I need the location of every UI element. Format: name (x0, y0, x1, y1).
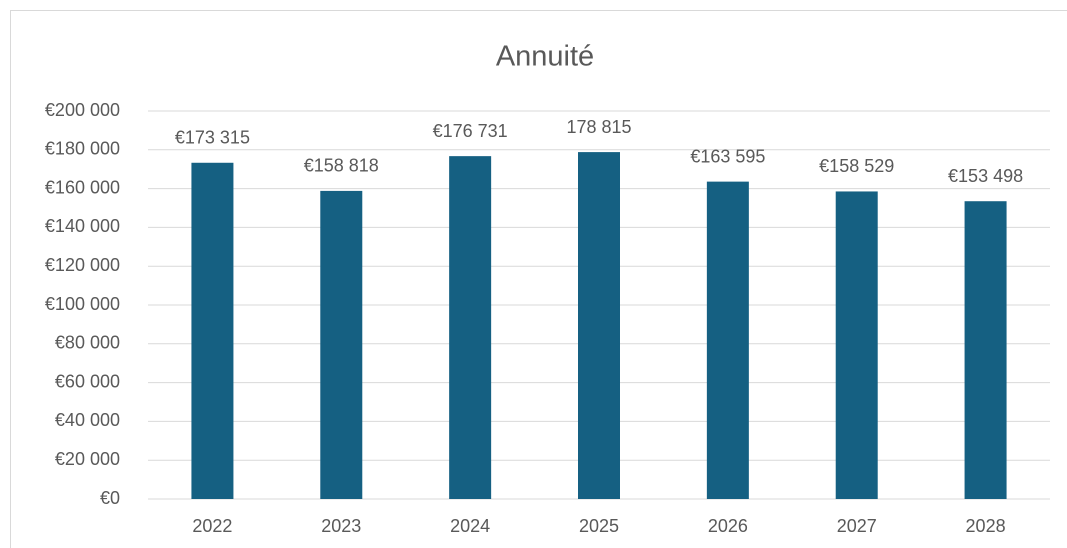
bar (835, 191, 878, 499)
x-tick-label: 2023 (321, 516, 361, 536)
y-tick-label: €160 000 (45, 177, 120, 197)
x-tick-label: 2028 (966, 516, 1006, 536)
bar (706, 181, 749, 499)
y-tick-label: €100 000 (45, 294, 120, 314)
y-tick-label: €60 000 (55, 371, 120, 391)
y-tick-label: €80 000 (55, 333, 120, 353)
y-tick-label: €140 000 (45, 216, 120, 236)
x-tick-label: 2024 (450, 516, 490, 536)
bar (449, 156, 492, 500)
bar (578, 152, 620, 499)
data-label: €176 731 (433, 121, 508, 141)
y-tick-label: €180 000 (45, 139, 120, 159)
data-label: €163 595 (690, 146, 765, 166)
y-tick-label: €120 000 (45, 255, 120, 275)
data-label: €158 818 (304, 156, 379, 176)
data-label: €158 529 (819, 156, 894, 176)
x-tick-label: 2026 (708, 516, 748, 536)
data-label: 178 815 (566, 117, 631, 137)
y-tick-label: €0 (100, 488, 120, 508)
data-label: €153 498 (948, 166, 1023, 186)
x-tick-label: 2025 (579, 516, 619, 536)
data-label: €173 315 (175, 128, 250, 148)
bar (964, 201, 1007, 500)
bar (191, 162, 234, 499)
x-tick-label: 2027 (837, 516, 877, 536)
chart-frame (10, 10, 1067, 548)
chart-title: Annuité (496, 41, 594, 73)
y-tick-label: €200 000 (45, 100, 120, 120)
x-tick-label: 2022 (192, 516, 232, 536)
y-tick-label: €20 000 (55, 449, 120, 469)
y-tick-label: €40 000 (55, 410, 120, 430)
bar (320, 190, 363, 500)
